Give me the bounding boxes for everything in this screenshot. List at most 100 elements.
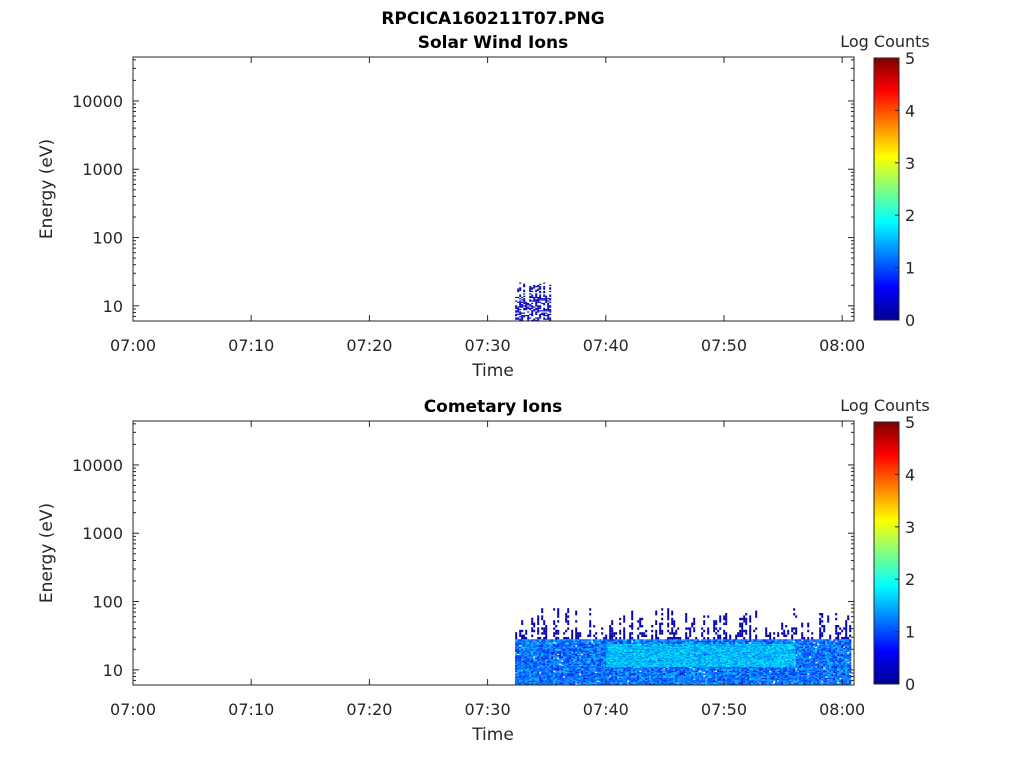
spectrogram-cell	[641, 643, 644, 645]
spectrogram-cell	[553, 645, 556, 647]
spectrogram-cell	[643, 667, 646, 670]
spectrogram-cell	[657, 667, 660, 670]
spectrogram-cell	[575, 669, 578, 671]
spectrogram-cell	[841, 646, 844, 649]
spectrogram-cell	[537, 629, 540, 633]
spectrogram-cell	[819, 613, 822, 616]
spectrogram-cell	[557, 655, 560, 657]
spectrogram-cell	[521, 679, 524, 681]
spectrogram-cell	[655, 676, 658, 678]
spectrogram-cell	[557, 645, 560, 647]
spectrogram-cell	[637, 640, 640, 643]
spectrogram-cell	[631, 632, 634, 635]
spectrogram-cell	[563, 655, 566, 657]
spectrogram-cell	[595, 657, 598, 660]
spectrogram-cell	[559, 675, 562, 677]
spectrogram-cell	[529, 642, 532, 644]
spectrogram-cell	[519, 653, 522, 655]
spectrogram-cell	[535, 301, 538, 303]
spectrogram-cell	[659, 667, 662, 670]
spectrogram-cell	[555, 650, 558, 653]
spectrogram-cell	[703, 637, 706, 640]
spectrogram-cell	[525, 663, 528, 665]
spectrogram-cell	[663, 680, 666, 683]
spectrogram-cell	[537, 653, 540, 655]
spectrogram-cell	[569, 653, 572, 655]
spectrogram-cell	[515, 637, 518, 640]
spectrogram-cell	[673, 632, 676, 635]
spectrogram-cell	[523, 284, 526, 287]
spectrogram-cell	[559, 673, 562, 675]
spectrogram-cell	[569, 650, 572, 653]
spectrogram-cell	[595, 675, 598, 677]
spectrogram-cell	[593, 660, 596, 663]
spectrogram-cell	[637, 637, 640, 640]
spectrogram-cell	[541, 663, 544, 665]
spectrogram-cell	[599, 669, 602, 671]
spectrogram-cell	[719, 634, 722, 637]
spectrogram-cell	[533, 682, 536, 684]
spectrogram-cell	[551, 650, 554, 653]
spectrogram-cell	[537, 632, 540, 635]
spectrogram-cell	[583, 670, 586, 673]
spectrogram-cell	[537, 617, 540, 621]
spectrogram-cell	[541, 312, 544, 314]
spectrogram-cell	[521, 655, 524, 657]
spectrogram-cell	[573, 676, 576, 678]
spectrogram-cell	[531, 294, 534, 296]
spectrogram-cell	[571, 629, 574, 633]
spectrogram-cell	[577, 665, 580, 667]
spectrogram-cell	[523, 646, 526, 648]
spectrogram-cell	[535, 683, 538, 685]
spectrogram-cell	[635, 676, 638, 678]
spectrogram-cell	[725, 637, 728, 640]
spectrogram-cell	[603, 663, 606, 665]
spectrogram-cell	[543, 667, 546, 670]
spectrogram-cell	[673, 669, 676, 671]
spectrogram-cell	[645, 669, 648, 671]
spectrogram-cell	[647, 669, 650, 671]
spectrogram-cell	[539, 307, 542, 309]
spectrogram-cell	[571, 653, 574, 655]
spectrogram-cell	[555, 656, 558, 658]
spectrogram-cell	[515, 662, 518, 664]
spectrogram-cell	[549, 295, 552, 297]
spectrogram-cell	[567, 639, 570, 641]
spectrogram-cell	[579, 647, 582, 650]
spectrogram-cell	[651, 637, 654, 640]
spectrogram-cell	[655, 667, 658, 670]
spectrogram-cell	[549, 645, 552, 647]
spectrogram-cell	[565, 656, 568, 658]
spectrogram-cell	[567, 647, 570, 650]
spectrogram-cell	[515, 305, 518, 307]
spectrogram-cell	[849, 629, 852, 633]
spectrogram-cell	[605, 647, 608, 650]
spectrogram-cell	[531, 642, 534, 644]
spectrogram-cell	[661, 670, 664, 673]
spectrogram-cell	[537, 640, 540, 643]
spectrogram-cell	[547, 652, 550, 654]
spectrogram-cell	[591, 647, 594, 650]
spectrogram-cell	[549, 669, 552, 671]
spectrogram-cell	[781, 625, 784, 628]
spectrogram-cell	[619, 639, 622, 641]
spectrogram-cell	[659, 627, 662, 630]
spectrogram-cell	[575, 679, 578, 681]
spectrogram-cell	[567, 615, 570, 618]
spectrogram-cell	[533, 670, 536, 673]
spectrogram-cell	[669, 637, 672, 640]
spectrogram-cell	[577, 680, 580, 683]
spectrogram-cell	[589, 670, 592, 673]
spectrogram-cell	[541, 645, 544, 647]
spectrogram-cell	[633, 675, 636, 677]
spectrogram-cell	[531, 288, 534, 290]
spectrogram-cell	[537, 637, 540, 640]
spectrogram-cell	[537, 683, 540, 685]
spectrogram-cell	[569, 672, 572, 674]
spectrogram-cell	[729, 634, 732, 637]
spectrogram-cell	[549, 639, 552, 641]
spectrogram-cell	[529, 662, 532, 664]
spectrogram-cell	[601, 666, 604, 668]
spectrogram-cell	[649, 666, 652, 668]
spectrogram-cell	[517, 301, 520, 303]
